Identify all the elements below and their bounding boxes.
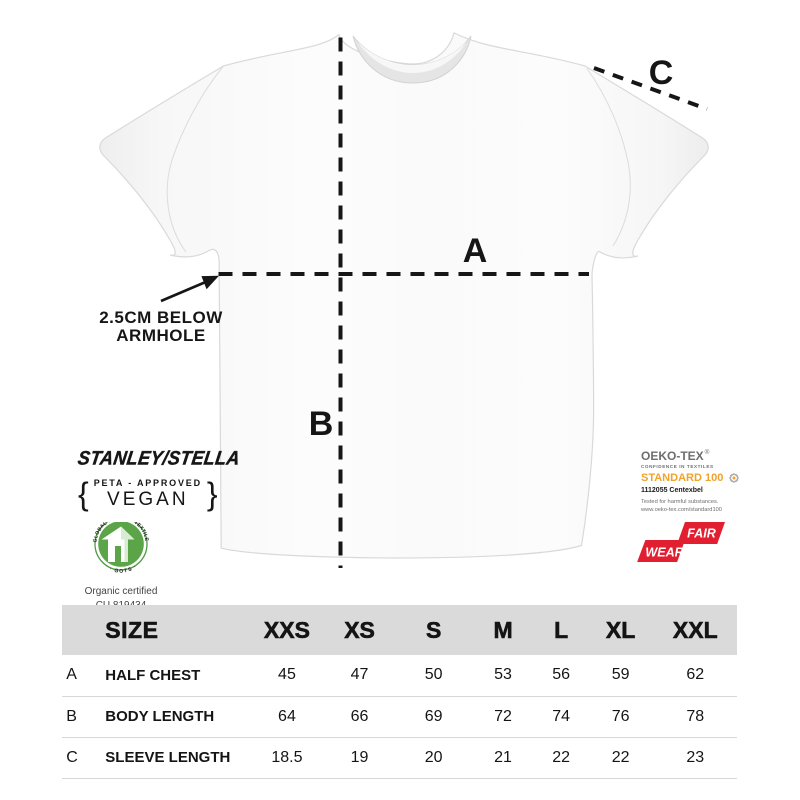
svg-text:A: A <box>463 232 488 270</box>
svg-text:WEAR: WEAR <box>645 546 683 560</box>
svg-text:C: C <box>649 54 674 92</box>
svg-text:2.5CM BELOW: 2.5CM BELOW <box>99 308 223 327</box>
svg-text:ARMHOLE: ARMHOLE <box>116 326 205 345</box>
svg-text:FAIR: FAIR <box>687 527 716 541</box>
svg-text:B: B <box>309 405 334 443</box>
